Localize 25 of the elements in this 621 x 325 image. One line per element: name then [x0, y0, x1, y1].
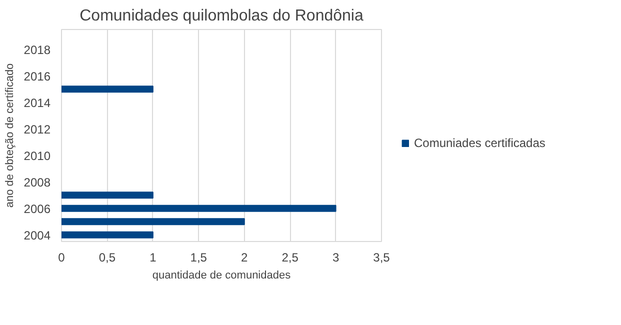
y-tick-label: 2008: [24, 175, 51, 190]
y-tick-label: 2006: [24, 202, 51, 216]
bar: [62, 192, 154, 199]
bar: [62, 231, 154, 238]
x-tick-label: 1,5: [190, 250, 208, 264]
y-tick-label: 2012: [24, 122, 51, 136]
bar: [62, 86, 154, 93]
bar: [62, 218, 245, 226]
x-tick-label: 1: [150, 250, 157, 264]
y-tick-label: 2018: [24, 42, 51, 57]
y-axis-title: ano de obteção de certificado: [4, 63, 16, 208]
x-tick-label: 3,5: [373, 250, 390, 264]
x-tick-label: 2: [241, 250, 248, 264]
x-tick-label: 0,5: [98, 250, 116, 264]
x-tick-label: 2,5: [282, 250, 299, 264]
y-tick-label: 2014: [24, 96, 51, 110]
chart-title: Comunidades quilombolas do Rondônia: [80, 8, 364, 24]
x-tick-label: 0: [58, 250, 66, 264]
legend-label: Comuniades certificadas: [414, 136, 546, 150]
bar: [62, 204, 336, 212]
y-tick-label: 2004: [24, 228, 51, 242]
y-tick-label: 2016: [24, 69, 51, 84]
x-axis-title: quantidade de comunidades: [152, 270, 292, 282]
x-tick-label: 3: [332, 250, 340, 264]
y-tick-label: 2010: [24, 148, 51, 163]
